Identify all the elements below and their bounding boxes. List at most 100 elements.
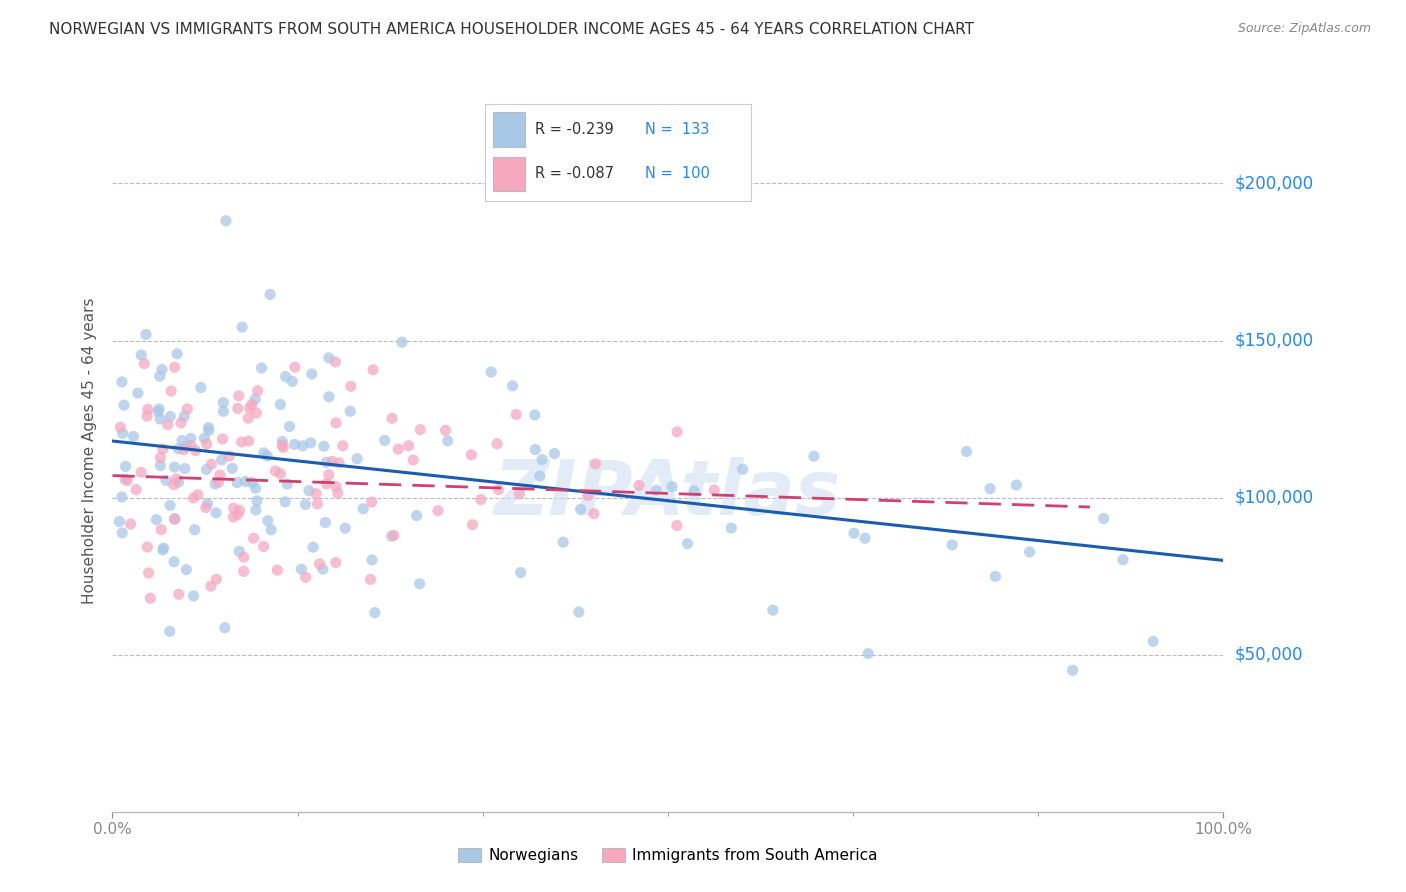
Point [627,478,650,492]
Point [568,605,591,619]
Text: $100,000: $100,000 [1234,489,1313,507]
Point [212,404,235,418]
Point [173,409,195,424]
Point [207,475,229,490]
Point [240,398,263,412]
Point [325,355,347,369]
Point [274,495,297,509]
Point [170,416,193,430]
Point [149,450,172,465]
Point [294,570,316,584]
Point [252,540,274,554]
Point [150,523,173,537]
Point [531,452,554,467]
Point [149,412,172,426]
Point [585,457,607,471]
Point [134,357,156,371]
Point [170,434,193,448]
Point [858,647,880,661]
Point [226,508,249,522]
Point [159,499,181,513]
Point [361,553,384,567]
Point [294,497,316,511]
Point [312,562,335,576]
Point [167,442,190,456]
Point [543,446,565,460]
Point [232,550,254,565]
Point [204,477,226,491]
Point [321,454,343,468]
Point [221,461,243,475]
Point [360,495,382,509]
Point [274,369,297,384]
Point [150,362,173,376]
Point [381,529,404,543]
Point [148,401,170,416]
Point [305,486,328,500]
Point [941,538,963,552]
Point [352,501,374,516]
Point [232,565,254,579]
Point [340,379,363,393]
Point [408,576,430,591]
Point [238,411,260,425]
Point [318,467,340,482]
Point [122,429,145,443]
Point [152,442,174,456]
Point [187,488,209,502]
Point [239,401,262,416]
Point [226,475,249,490]
Point [163,555,186,569]
Point [299,435,322,450]
Point [156,417,179,432]
Point [245,503,267,517]
Point [509,566,531,580]
Point [195,437,218,451]
Point [195,462,218,476]
Point [335,521,357,535]
Point [523,408,546,422]
Point [259,287,281,301]
Point [645,483,668,498]
Point [240,475,263,490]
Point [129,348,152,362]
Point [524,442,547,457]
Point [666,425,689,439]
Point [215,213,238,227]
Point [214,621,236,635]
Point [391,335,413,350]
Point [308,557,330,571]
Point [242,531,264,545]
Point [984,569,1007,583]
Point [1005,478,1028,492]
Point [212,395,235,409]
Point [307,497,329,511]
Point [246,493,269,508]
Point [382,528,405,542]
Point [508,487,530,501]
Point [211,432,233,446]
Point [152,542,174,557]
Point [111,490,134,504]
Point [315,476,337,491]
Text: $200,000: $200,000 [1234,175,1313,193]
Point [183,491,205,505]
Point [159,409,181,424]
Point [460,448,482,462]
Point [529,469,551,483]
Point [173,461,195,475]
Point [222,501,245,516]
Point [278,419,301,434]
Point [488,483,510,497]
Point [332,439,354,453]
Point [205,572,228,586]
Point [328,456,350,470]
Point [271,434,294,449]
Point [136,402,159,417]
Point [676,537,699,551]
Point [200,579,222,593]
Point [163,512,186,526]
Point [955,444,977,458]
Point [1018,545,1040,559]
Point [325,556,347,570]
